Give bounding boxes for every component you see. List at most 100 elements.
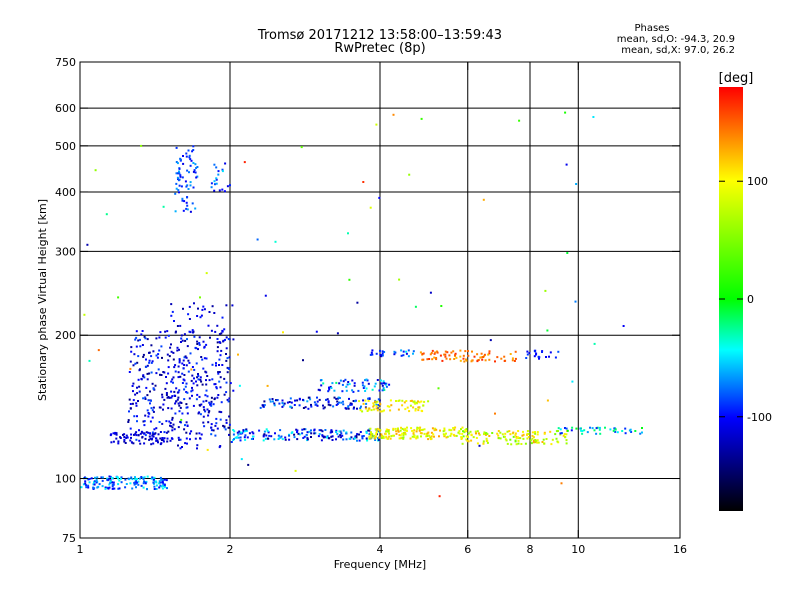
data-point xyxy=(119,437,122,439)
data-point xyxy=(263,404,266,407)
data-point xyxy=(217,173,220,176)
data-point xyxy=(199,413,202,416)
data-point xyxy=(139,338,141,341)
data-point xyxy=(420,400,423,403)
data-point xyxy=(149,390,151,393)
data-point xyxy=(207,414,210,417)
data-point xyxy=(486,439,489,442)
data-point xyxy=(123,438,126,441)
data-point xyxy=(214,183,216,186)
data-point xyxy=(534,349,537,352)
data-point xyxy=(352,400,355,402)
data-point xyxy=(289,405,292,408)
data-point xyxy=(381,435,384,438)
data-point xyxy=(338,401,340,404)
data-point xyxy=(387,430,390,433)
data-point xyxy=(115,437,118,440)
data-point xyxy=(476,353,479,356)
data-point xyxy=(352,390,355,393)
data-point xyxy=(171,418,174,421)
data-point xyxy=(97,349,100,352)
data-point xyxy=(412,350,415,353)
data-point xyxy=(217,371,220,374)
data-point xyxy=(428,358,431,360)
data-point xyxy=(389,409,392,412)
data-point xyxy=(167,359,170,362)
data-point xyxy=(175,161,178,163)
data-point xyxy=(467,350,469,352)
data-point xyxy=(384,432,387,435)
data-point xyxy=(194,163,197,166)
data-point xyxy=(496,356,499,359)
data-point xyxy=(398,434,401,437)
data-point xyxy=(214,383,217,386)
data-point xyxy=(405,350,408,353)
data-point xyxy=(135,345,138,348)
data-point xyxy=(559,432,562,435)
data-point xyxy=(225,304,228,307)
data-point xyxy=(143,481,146,484)
data-point xyxy=(361,381,364,384)
data-point xyxy=(222,424,225,427)
data-point xyxy=(183,428,186,431)
data-point xyxy=(338,430,341,433)
data-point xyxy=(542,438,545,441)
data-point xyxy=(237,436,240,439)
data-point xyxy=(146,372,149,375)
data-point xyxy=(250,438,253,440)
data-point xyxy=(373,434,375,437)
data-point xyxy=(142,486,145,489)
data-point xyxy=(400,426,402,429)
data-point xyxy=(197,374,200,377)
data-point xyxy=(595,427,598,430)
data-point xyxy=(150,399,152,402)
data-point xyxy=(580,429,583,432)
data-point xyxy=(186,391,189,394)
data-point xyxy=(215,177,218,180)
data-point xyxy=(353,382,356,385)
data-point xyxy=(234,436,237,439)
data-point xyxy=(406,406,409,409)
data-point xyxy=(185,391,188,393)
data-point xyxy=(207,411,210,414)
data-point xyxy=(114,431,117,434)
data-point xyxy=(462,357,465,360)
data-point xyxy=(338,382,341,385)
data-point xyxy=(337,397,339,400)
data-point xyxy=(151,360,154,363)
data-point xyxy=(84,476,86,479)
data-point xyxy=(191,386,193,389)
data-point xyxy=(482,442,485,445)
data-point xyxy=(216,324,219,327)
data-point xyxy=(517,439,520,442)
data-point xyxy=(196,340,199,343)
data-point xyxy=(560,482,563,485)
data-point xyxy=(131,478,134,481)
data-point xyxy=(160,374,163,376)
data-point xyxy=(190,368,193,371)
data-point xyxy=(202,340,205,343)
data-point xyxy=(117,440,120,443)
data-point xyxy=(167,366,170,369)
data-point xyxy=(184,339,187,342)
data-point xyxy=(191,389,194,392)
data-point xyxy=(230,441,233,443)
data-point xyxy=(263,430,266,433)
data-point xyxy=(195,167,198,169)
data-point xyxy=(139,345,142,348)
data-point xyxy=(324,429,327,431)
data-point xyxy=(488,358,491,361)
data-point xyxy=(411,429,414,432)
data-point xyxy=(216,427,219,430)
data-point xyxy=(286,401,289,404)
data-point xyxy=(141,431,144,434)
data-point xyxy=(560,432,563,435)
data-point xyxy=(136,386,138,389)
data-point xyxy=(427,438,430,441)
data-point xyxy=(268,434,271,437)
data-point xyxy=(188,318,191,320)
data-point xyxy=(191,374,194,377)
data-point xyxy=(426,432,429,435)
data-point xyxy=(152,435,155,438)
data-point xyxy=(463,360,466,363)
